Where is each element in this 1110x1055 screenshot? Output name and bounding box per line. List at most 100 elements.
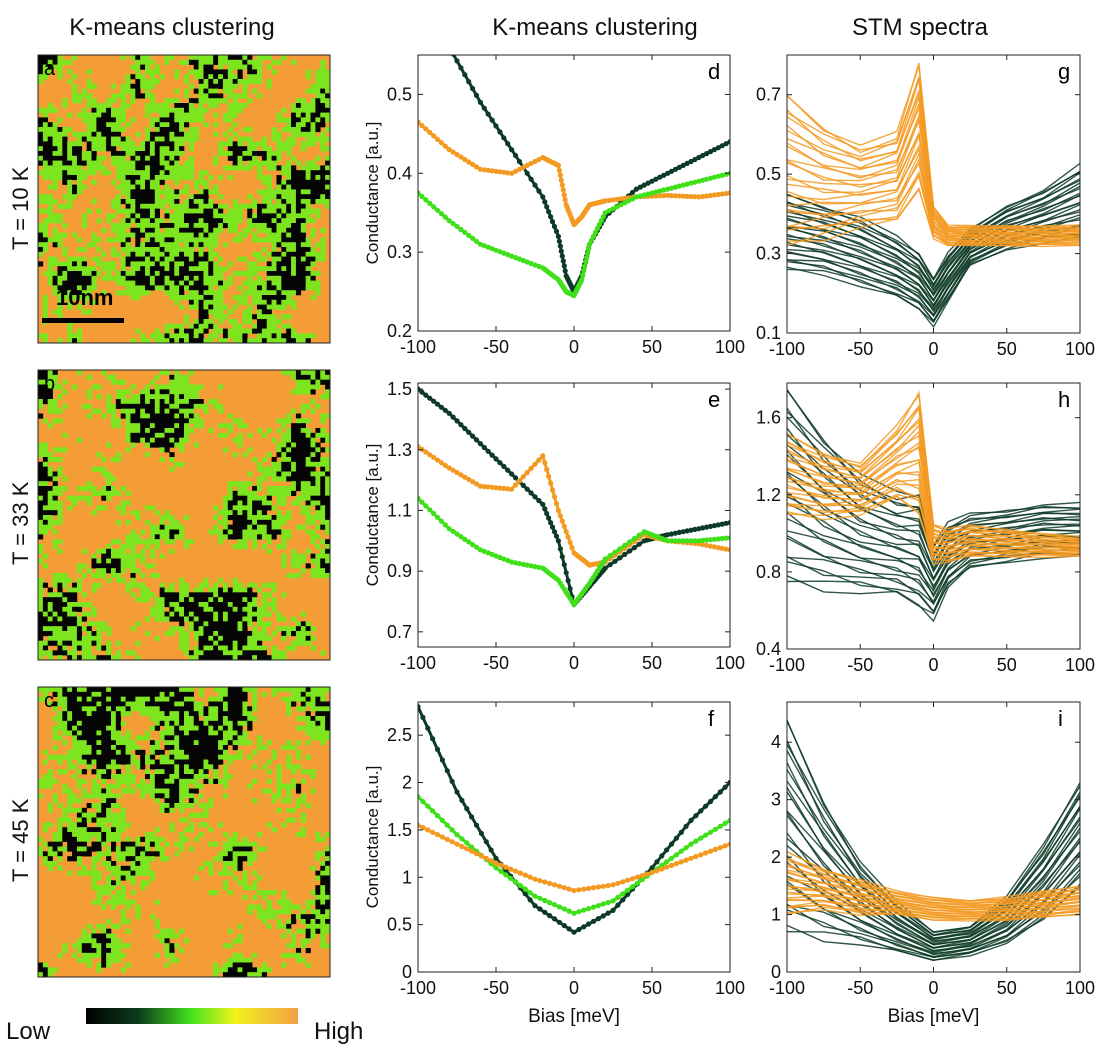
data-point <box>516 166 523 172</box>
scale-bar: 10nm <box>42 285 124 323</box>
data-point <box>454 531 460 537</box>
data-point <box>668 862 675 869</box>
data-point <box>439 33 444 38</box>
data-point <box>547 913 553 919</box>
data-point <box>586 906 592 912</box>
data-point <box>419 499 425 505</box>
data-point <box>567 586 573 592</box>
series-0 <box>418 386 730 608</box>
data-point <box>536 188 542 194</box>
data-point <box>717 845 723 851</box>
data-point <box>503 864 509 870</box>
data-point <box>425 827 431 833</box>
data-point <box>512 868 519 874</box>
data-point <box>425 725 431 731</box>
x-tick-label: 50 <box>642 653 662 673</box>
data-point <box>673 835 680 841</box>
data-point <box>434 401 441 407</box>
data-point <box>459 843 465 850</box>
data-point <box>489 551 495 558</box>
data-point <box>439 834 445 840</box>
data-point <box>458 422 464 428</box>
data-point <box>715 191 721 198</box>
data-point <box>464 806 470 812</box>
data-point <box>551 494 558 500</box>
spectra-band-0 <box>787 719 1080 962</box>
data-point <box>549 219 556 225</box>
data-point <box>605 899 611 906</box>
data-point <box>447 45 452 50</box>
data-point <box>680 538 686 544</box>
data-point <box>450 467 456 473</box>
data-point <box>473 822 480 828</box>
data-point <box>470 479 476 485</box>
data-point <box>527 897 533 903</box>
data-point <box>698 852 704 858</box>
colorbar <box>86 1008 298 1024</box>
data-point <box>438 404 444 410</box>
series-2 <box>418 170 730 299</box>
data-point <box>536 156 542 163</box>
data-point <box>565 534 571 540</box>
data-point <box>672 193 679 199</box>
data-point <box>585 250 591 256</box>
chart-i: -100 -50 0 50 100 0 1 2 3 4 i Bias [meV] <box>769 701 1095 1027</box>
data-point <box>505 141 511 147</box>
spectrum-line <box>787 886 1080 911</box>
data-point <box>566 926 572 932</box>
data-point <box>485 244 491 250</box>
data-point <box>454 469 460 476</box>
data-point <box>700 525 706 531</box>
data-point <box>602 556 608 562</box>
data-point <box>594 225 601 232</box>
data-point <box>551 902 558 908</box>
data-point <box>555 233 562 239</box>
data-point <box>560 258 566 264</box>
x-tick-label: 0 <box>569 653 579 673</box>
panel-letter: f <box>708 706 715 731</box>
data-point <box>584 255 590 261</box>
x-tick-label: -50 <box>847 978 873 998</box>
x-tick-label: -50 <box>483 337 509 357</box>
data-point <box>723 190 729 197</box>
data-point <box>438 518 444 524</box>
data-point <box>595 916 602 922</box>
data-point <box>438 140 444 146</box>
data-point <box>649 190 655 196</box>
data-point <box>442 522 448 528</box>
data-point <box>610 898 616 904</box>
data-point <box>516 561 523 567</box>
data-point <box>569 545 575 551</box>
data-point <box>449 778 455 784</box>
data-point <box>559 518 565 524</box>
data-point <box>592 229 599 235</box>
data-point <box>548 214 554 220</box>
data-point <box>659 862 665 869</box>
data-point <box>684 160 690 166</box>
data-point <box>459 797 465 803</box>
data-point <box>477 441 483 447</box>
data-point <box>610 907 616 914</box>
spectrum-line <box>787 858 1080 902</box>
data-point <box>557 513 564 519</box>
spectrum-line <box>787 769 1080 940</box>
data-point <box>700 177 706 183</box>
data-point <box>704 524 710 530</box>
y-tick-label: 0.4 <box>387 163 412 183</box>
spectrum-line <box>787 178 1080 288</box>
spectrum-line <box>787 447 1080 546</box>
data-point <box>522 886 528 892</box>
data-point <box>493 456 499 462</box>
x-tick-label: -50 <box>847 655 873 675</box>
data-point <box>493 485 499 491</box>
data-point <box>431 454 437 460</box>
data-point <box>707 537 714 543</box>
cluster-map-b: b <box>37 369 331 661</box>
series-2 <box>418 495 730 608</box>
data-point <box>590 918 597 924</box>
data-point <box>528 490 534 496</box>
data-point <box>439 817 445 824</box>
data-point <box>489 168 495 174</box>
data-point <box>661 187 667 193</box>
chart-f: -100 -50 0 50 100 0 0.5 1 1.5 2 2.5 f Conductance [a… <box>363 701 745 1027</box>
